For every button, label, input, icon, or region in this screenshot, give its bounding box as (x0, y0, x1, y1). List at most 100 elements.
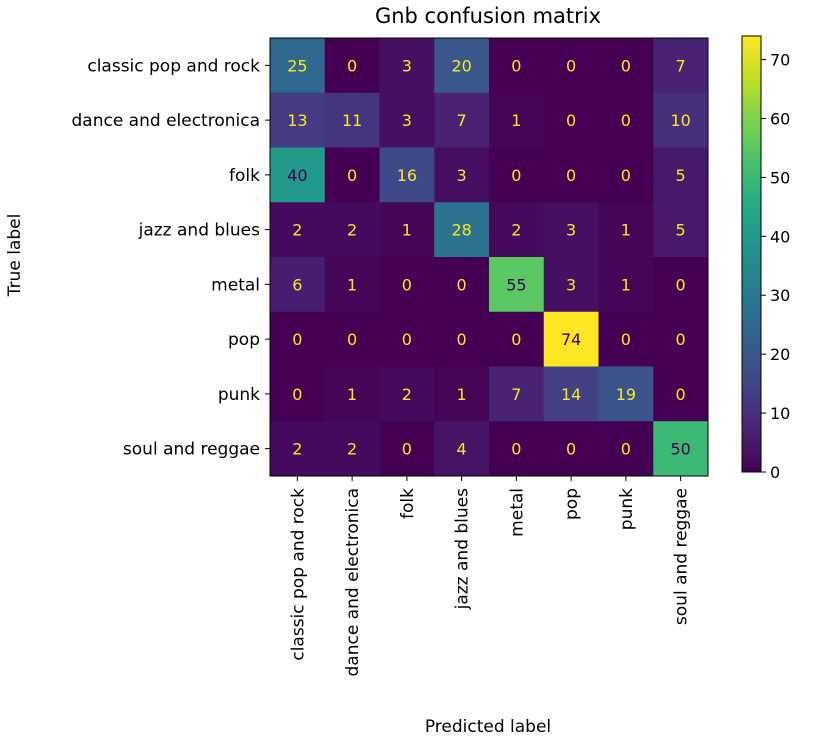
cell-value-label: 1 (621, 275, 631, 294)
matrix-cell (379, 421, 435, 477)
matrix-cell (653, 92, 709, 148)
matrix-cell (434, 202, 490, 258)
cell-value-label: 0 (511, 330, 521, 349)
cell-value-label: 7 (457, 111, 467, 130)
matrix-cell (270, 38, 326, 94)
matrix-cell (598, 38, 654, 94)
cell-value-label: 5 (676, 166, 686, 185)
matrix-cell (543, 92, 599, 148)
cell-value-label: 25 (287, 56, 307, 75)
matrix-cell (379, 202, 435, 258)
cell-value-label: 1 (402, 221, 412, 240)
y-tick-label: jazz and blues (138, 221, 261, 241)
cell-value-label: 0 (566, 111, 576, 130)
matrix-cell (598, 92, 654, 148)
matrix-cell (270, 421, 326, 477)
colorbar-tick-label: 70 (770, 51, 790, 70)
cell-value-label: 3 (402, 56, 412, 75)
cell-value-label: 28 (451, 221, 471, 240)
x-tick-label: dance and electronica (343, 488, 363, 677)
x-tick-label: classic pop and rock (288, 488, 308, 661)
matrix-cell (434, 92, 490, 148)
cell-value-label: 20 (451, 56, 471, 75)
cell-value-label: 0 (457, 330, 467, 349)
cell-value-label: 2 (292, 221, 302, 240)
cell-value-label: 1 (347, 385, 357, 404)
matrix-cell (489, 202, 545, 258)
matrix-cell (543, 311, 599, 367)
matrix-cell (270, 147, 326, 203)
cell-value-label: 74 (561, 330, 581, 349)
matrix-cell (324, 147, 380, 203)
cell-value-label: 2 (511, 221, 521, 240)
cell-value-label: 0 (511, 166, 521, 185)
matrix-cell (653, 147, 709, 203)
colorbar-tick-label: 0 (770, 463, 780, 482)
colorbar-tick-label: 50 (770, 168, 790, 187)
cell-value-label: 0 (566, 440, 576, 459)
y-tick-label: classic pop and rock (87, 56, 260, 76)
matrix-cell (598, 366, 654, 422)
x-tick-labels: classic pop and rock dance and electronic… (288, 476, 692, 677)
colorbar-tick-label: 60 (770, 109, 790, 128)
cell-value-label: 3 (566, 221, 576, 240)
matrix-cell (379, 38, 435, 94)
matrix-cell (653, 311, 709, 367)
cell-value-label: 0 (457, 275, 467, 294)
matrix-cell (543, 202, 599, 258)
matrix-cell (434, 366, 490, 422)
y-tick-label: pop (228, 330, 260, 350)
matrix-cell (653, 202, 709, 258)
cell-value-label: 0 (621, 330, 631, 349)
cell-value-label: 14 (561, 385, 581, 404)
cell-value-label: 4 (457, 440, 467, 459)
cell-value-label: 0 (621, 56, 631, 75)
cell-value-label: 3 (566, 275, 576, 294)
plot-frame (269, 37, 709, 477)
cell-value-label: 0 (347, 56, 357, 75)
cell-value-label: 16 (397, 166, 417, 185)
cell-value-label: 0 (676, 330, 686, 349)
cell-value-label: 55 (506, 275, 526, 294)
cell-value-label: 1 (457, 385, 467, 404)
matrix-cell (324, 366, 380, 422)
cell-value-label: 6 (292, 275, 302, 294)
cell-value-label: 13 (287, 111, 307, 130)
cell-value-label: 2 (347, 221, 357, 240)
cell-value-label: 19 (616, 385, 636, 404)
matrix-cell (543, 421, 599, 477)
cell-value-label: 3 (457, 166, 467, 185)
colorbar-tick-label: 20 (770, 345, 790, 364)
cell-value-label: 2 (347, 440, 357, 459)
matrix-cell (489, 147, 545, 203)
matrix-cell (598, 421, 654, 477)
matrix-cell (379, 92, 435, 148)
matrix-cell (270, 202, 326, 258)
matrix-cell (598, 202, 654, 258)
cell-value-label: 1 (511, 111, 521, 130)
cell-value-label: 5 (676, 221, 686, 240)
cell-value-label: 11 (342, 111, 362, 130)
matrix-cell (270, 311, 326, 367)
cell-value-label: 40 (287, 166, 307, 185)
cell-value-label: 1 (347, 275, 357, 294)
cell-value-label: 0 (621, 166, 631, 185)
cell-value-label: 0 (566, 166, 576, 185)
matrix-cell (653, 421, 709, 477)
matrix-cell (598, 311, 654, 367)
cell-value-label: 0 (292, 330, 302, 349)
matrix-cell (434, 311, 490, 367)
matrix-cell (598, 257, 654, 313)
matrix-cell (489, 38, 545, 94)
matrix-cell (489, 366, 545, 422)
matrix-cell (543, 366, 599, 422)
chart-title: Gnb confusion matrix (375, 4, 601, 28)
cell-value-label: 0 (292, 385, 302, 404)
matrix-cell (653, 366, 709, 422)
cell-value-label: 1 (621, 221, 631, 240)
y-tick-label: dance and electronica (71, 111, 260, 131)
x-tick-label: jazz and blues (453, 488, 473, 611)
matrix-cell (543, 147, 599, 203)
matrix-cell (598, 147, 654, 203)
matrix-cell (543, 38, 599, 94)
